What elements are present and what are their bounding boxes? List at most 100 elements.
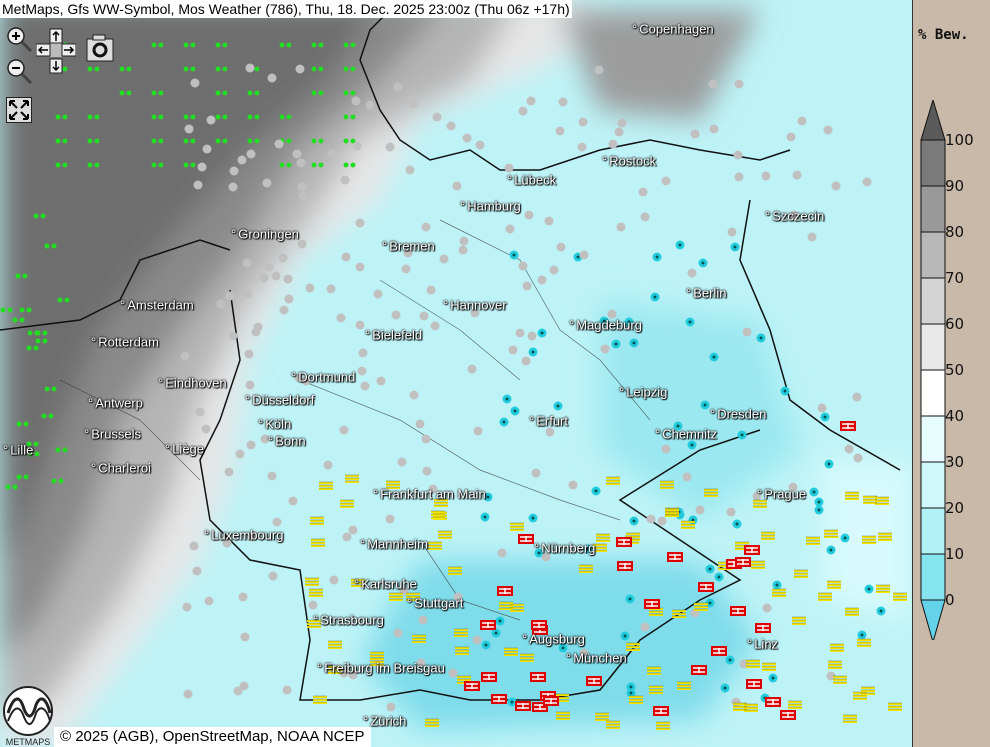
cloud-symbol xyxy=(568,477,578,495)
cloud-symbol xyxy=(282,682,292,700)
shower-symbol xyxy=(814,494,824,512)
fog-symbol xyxy=(856,635,871,653)
drizzle-symbol xyxy=(119,83,133,101)
freezing-symbol xyxy=(744,542,761,560)
fog-symbol xyxy=(629,692,644,710)
fog-symbol xyxy=(304,574,319,592)
cloud-symbol xyxy=(709,121,719,139)
drizzle-symbol xyxy=(12,310,26,328)
shower-symbol xyxy=(820,409,830,427)
freezing-symbol xyxy=(780,707,797,725)
cloud-symbol xyxy=(462,130,472,148)
fog-symbol xyxy=(887,699,902,717)
camera-button[interactable] xyxy=(86,33,114,68)
shower-symbol xyxy=(685,314,695,332)
shower-symbol xyxy=(509,247,519,265)
cloud-symbol xyxy=(193,177,203,195)
fog-symbol xyxy=(828,657,843,675)
city-label: Köln xyxy=(258,417,291,432)
cloud-symbol xyxy=(385,511,395,529)
shower-symbol xyxy=(625,591,635,609)
shower-symbol xyxy=(814,502,824,520)
shower-symbol xyxy=(537,325,547,343)
cloud-symbol xyxy=(862,174,872,192)
shower-symbol xyxy=(626,679,636,697)
drizzle-symbol xyxy=(215,83,229,101)
fog-symbol xyxy=(818,589,833,607)
cloud-symbol xyxy=(243,286,253,304)
drizzle-symbol xyxy=(51,471,65,489)
cloud-symbol xyxy=(272,514,282,532)
drizzle-symbol xyxy=(311,155,325,173)
legend-min-arrow xyxy=(920,599,946,640)
freezing-symbol xyxy=(730,603,746,621)
drizzle-symbol xyxy=(215,59,229,77)
cloud-symbol xyxy=(521,353,531,371)
drizzle-symbol xyxy=(247,83,261,101)
cloud-symbol xyxy=(182,599,192,617)
fog-symbol xyxy=(318,478,333,496)
zoom-in-button[interactable] xyxy=(5,26,33,57)
city-label: Nürnberg xyxy=(534,541,595,556)
cloud-symbol xyxy=(544,213,554,231)
shower-symbol xyxy=(510,403,520,421)
legend-swatch xyxy=(920,231,946,279)
city-label: Bremen xyxy=(382,239,435,254)
cloud-symbol xyxy=(646,511,656,529)
cloud-symbol xyxy=(206,112,216,130)
cloud-symbol xyxy=(360,378,370,396)
fog-symbol xyxy=(310,535,325,553)
freezing-symbol xyxy=(530,669,547,687)
cloud-symbol xyxy=(817,400,827,418)
drizzle-symbol xyxy=(215,35,229,53)
cloud-symbol xyxy=(418,612,428,630)
cloud-symbol xyxy=(327,146,337,164)
shower-symbol xyxy=(730,239,740,257)
fog-symbol xyxy=(671,606,686,624)
cloud-symbol xyxy=(616,219,626,237)
fog-symbol xyxy=(771,585,786,603)
fog-symbol xyxy=(791,613,806,631)
pan-control[interactable] xyxy=(35,28,77,79)
city-label: Erfurt xyxy=(529,414,568,429)
cloud-symbol xyxy=(695,502,705,520)
freezing-symbol xyxy=(479,617,496,635)
cloud-symbol xyxy=(292,146,302,164)
shower-symbol xyxy=(826,542,836,560)
fog-symbol xyxy=(762,659,777,677)
city-label: Lübeck xyxy=(507,173,556,188)
drizzle-symbol xyxy=(87,131,101,149)
legend-swatch xyxy=(920,277,946,325)
cloud-symbol xyxy=(415,416,425,434)
shower-symbol xyxy=(840,530,850,548)
freezing-symbol xyxy=(518,531,535,549)
fog-symbol xyxy=(648,604,663,622)
legend-swatch xyxy=(920,185,946,233)
fullscreen-button[interactable] xyxy=(6,97,32,128)
cloud-symbol xyxy=(430,318,440,336)
cloud-symbol xyxy=(355,259,365,277)
drizzle-symbol xyxy=(151,83,165,101)
zoom-out-icon xyxy=(7,59,33,85)
drizzle-symbol xyxy=(55,155,69,173)
drizzle-symbol xyxy=(44,379,58,397)
weather-map[interactable]: Copenhagen Rostock Lübeck Hamburg Szczecin Gr… xyxy=(0,0,912,747)
shower-symbol xyxy=(675,237,685,255)
fog-symbol xyxy=(788,697,803,715)
city-label: Bielefeld xyxy=(365,328,422,343)
zoom-out-button[interactable] xyxy=(5,58,33,89)
cloud-symbol xyxy=(202,141,212,159)
freezing-symbol xyxy=(464,678,481,696)
freezing-symbol xyxy=(735,554,752,572)
drizzle-symbol xyxy=(311,131,325,149)
cloud-symbol xyxy=(352,138,362,156)
drizzle-symbol xyxy=(44,236,58,254)
city-label: Antwerp xyxy=(88,396,143,411)
drizzle-symbol xyxy=(35,331,49,349)
fog-symbol xyxy=(510,519,525,537)
fog-symbol xyxy=(499,598,514,616)
cloud-symbol xyxy=(578,114,588,132)
city-label: Dresden xyxy=(710,407,766,422)
cloud-symbol xyxy=(545,424,555,442)
fog-symbol xyxy=(861,683,876,701)
